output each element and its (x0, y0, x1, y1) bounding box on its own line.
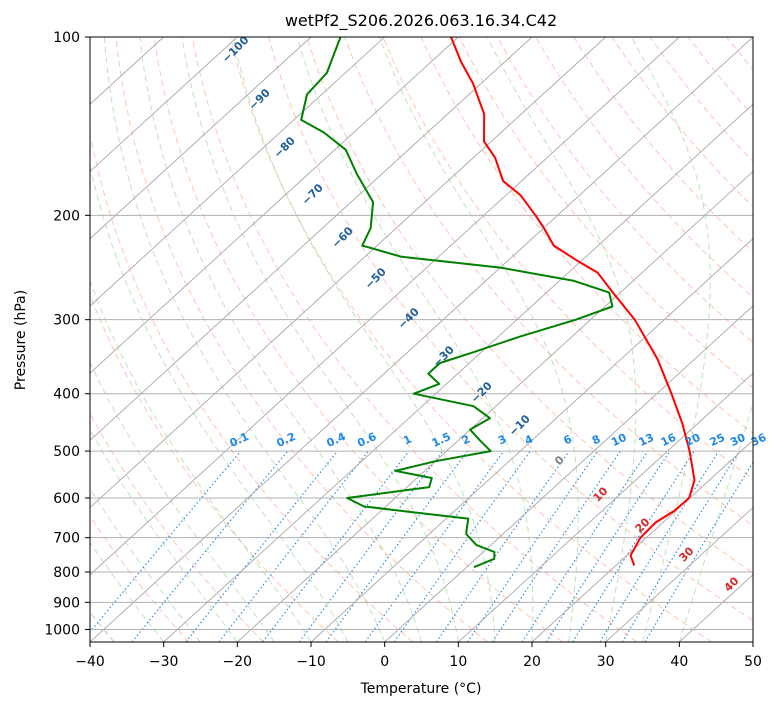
x-tick-label: −40 (75, 654, 105, 670)
skewt-chart: wetPf2_S206.2026.063.16.34.C42 0.1 0.2 0.4… (0, 0, 775, 708)
x-tick-label: 50 (744, 654, 762, 670)
y-tick-label: 100 (53, 30, 80, 46)
y-tick-label: 800 (53, 565, 80, 581)
x-tick-label: 30 (597, 654, 615, 670)
x-tick-label: 10 (449, 654, 467, 670)
y-tick-label: 300 (53, 313, 80, 329)
y-axis-label: Pressure (hPa) (13, 290, 29, 390)
y-tick-label: 400 (53, 387, 80, 403)
x-tick-label: 0 (380, 654, 389, 670)
y-tick-label: 200 (53, 208, 80, 224)
chart-title: wetPf2_S206.2026.063.16.34.C42 (285, 11, 557, 31)
x-tick-label: −30 (149, 654, 179, 670)
y-tick-label: 900 (53, 595, 80, 611)
x-axis-label: Temperature (°C) (360, 681, 482, 697)
y-tick-label: 700 (53, 531, 80, 547)
y-tick-label: 600 (53, 491, 80, 507)
x-tick-label: 40 (670, 654, 688, 670)
y-tick-label: 500 (53, 444, 80, 460)
x-tick-label: 20 (523, 654, 541, 670)
x-tick-label: −10 (296, 654, 326, 670)
x-tick-label: −20 (223, 654, 253, 670)
y-tick-label: 1000 (44, 622, 80, 638)
